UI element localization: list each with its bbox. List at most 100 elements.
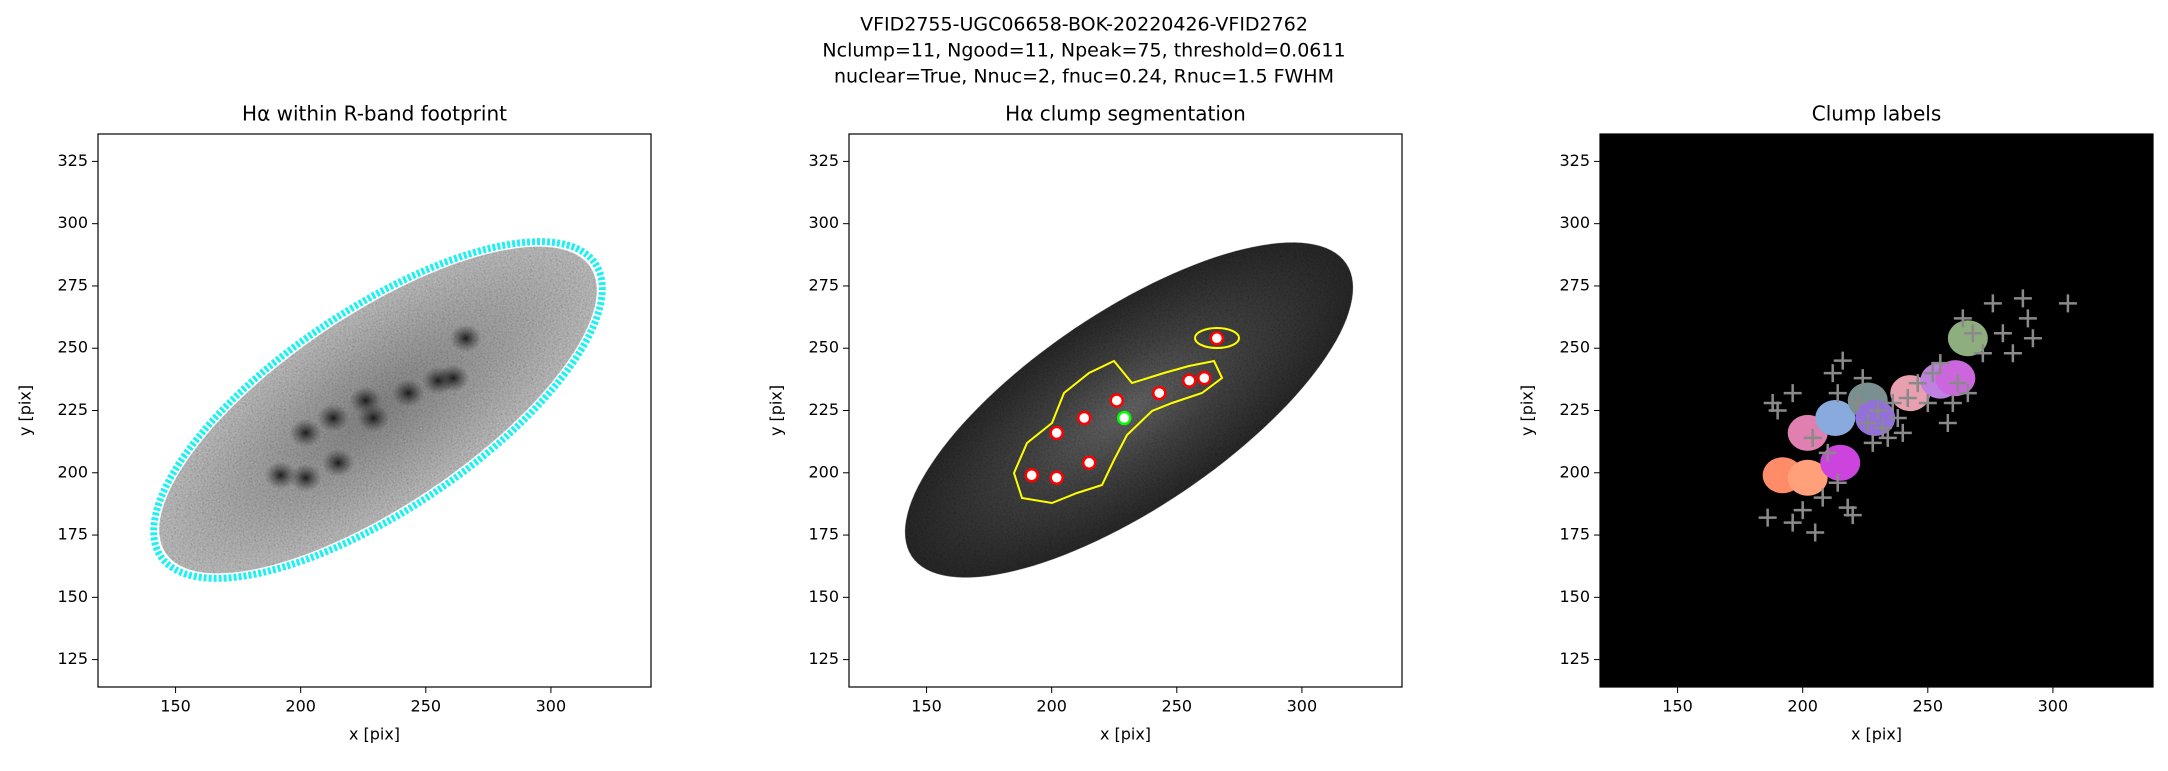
y-tick-label: 325 bbox=[57, 151, 88, 170]
peak-marker bbox=[1783, 384, 1802, 403]
y-tick-label: 125 bbox=[57, 649, 88, 668]
y-axis-label: y [pix] bbox=[767, 385, 786, 436]
peak-marker bbox=[2013, 289, 2032, 308]
y-tick-label: 300 bbox=[1559, 213, 1590, 232]
peak-marker bbox=[1818, 443, 1837, 462]
clump-label bbox=[1815, 399, 1856, 436]
peak-marker bbox=[1873, 418, 1892, 437]
y-tick-label: 275 bbox=[808, 275, 839, 294]
clump-marker bbox=[1209, 331, 1225, 346]
peak-marker bbox=[1943, 394, 1962, 413]
peak-marker bbox=[2003, 344, 2022, 363]
segmentation-contour bbox=[1194, 327, 1240, 349]
peak-marker bbox=[1983, 294, 2002, 313]
emission-blob bbox=[437, 364, 470, 393]
peak-marker bbox=[1863, 433, 1882, 452]
footprint-contour bbox=[150, 238, 606, 582]
peak-marker bbox=[1888, 408, 1907, 427]
peak-marker bbox=[1893, 423, 1912, 442]
x-tick-label: 300 bbox=[536, 697, 567, 716]
galaxy bbox=[904, 242, 1354, 578]
clump-marker bbox=[1076, 410, 1092, 426]
x-tick-label: 250 bbox=[1913, 697, 1944, 716]
peak-marker bbox=[1918, 394, 1937, 413]
emission-blob bbox=[317, 403, 350, 432]
panel-title: Hα within R-band footprint bbox=[242, 102, 507, 126]
clump-marker bbox=[1024, 468, 1039, 483]
peak-marker bbox=[1853, 369, 1872, 388]
peak-marker bbox=[1931, 354, 1950, 373]
y-axis-label: y [pix] bbox=[16, 385, 35, 436]
segmentation-contour bbox=[1012, 359, 1224, 505]
emission-blob bbox=[449, 324, 482, 353]
y-tick-label: 250 bbox=[57, 338, 88, 357]
panel-title: Hα clump segmentation bbox=[1005, 102, 1246, 126]
emission-blob bbox=[289, 418, 322, 447]
peak-marker bbox=[1768, 401, 1787, 420]
y-tick-label: 300 bbox=[808, 213, 839, 232]
panel-title: Clump labels bbox=[1812, 102, 1942, 126]
clump-marker bbox=[1081, 455, 1097, 471]
emission-blob bbox=[322, 448, 355, 477]
x-tick-label: 200 bbox=[1036, 697, 1067, 716]
peak-marker bbox=[1848, 394, 1867, 413]
image bbox=[904, 242, 1354, 578]
x-axis-label: x [pix] bbox=[349, 725, 400, 744]
clump-marker bbox=[1182, 373, 1197, 388]
y-tick-label: 150 bbox=[808, 587, 839, 606]
clump-marker bbox=[1109, 393, 1124, 408]
image bbox=[150, 238, 606, 582]
x-tick-label: 200 bbox=[1787, 697, 1818, 716]
peak-marker bbox=[1783, 513, 1802, 532]
suptitle: nuclear=True, Nnuc=2, fnuc=0.24, Rnuc=1.… bbox=[834, 66, 1334, 88]
y-tick-label: 225 bbox=[57, 400, 88, 419]
y-tick-label: 225 bbox=[808, 400, 839, 419]
y-tick-label: 275 bbox=[1559, 275, 1590, 294]
peak-marker bbox=[1923, 364, 1942, 383]
peak-marker bbox=[2018, 309, 2037, 328]
suptitle: VFID2755-UGC06658-BOK-20220426-VFID2762 bbox=[860, 14, 1308, 36]
image bbox=[1600, 134, 2153, 687]
y-tick-label: 150 bbox=[1559, 587, 1590, 606]
peak-marker bbox=[1828, 473, 1847, 492]
peak-marker bbox=[1843, 506, 1862, 525]
peak-marker bbox=[1793, 501, 1812, 520]
x-tick-label: 150 bbox=[160, 697, 191, 716]
y-tick-label: 175 bbox=[808, 525, 839, 544]
x-tick-label: 300 bbox=[2038, 697, 2069, 716]
x-axis-label: x [pix] bbox=[1100, 725, 1151, 744]
emission-blob bbox=[264, 461, 297, 490]
y-axis-label: y [pix] bbox=[1518, 385, 1537, 436]
peak-marker bbox=[1833, 351, 1852, 370]
peak-marker bbox=[1758, 508, 1777, 527]
peak-marker bbox=[1958, 384, 1977, 403]
y-tick-label: 125 bbox=[1559, 649, 1590, 668]
peak-marker bbox=[1953, 309, 1972, 328]
clump-marker bbox=[1197, 370, 1212, 386]
x-tick-label: 250 bbox=[411, 697, 442, 716]
panel: 150 200 250 300 125 150 175 200 225 250 275 300 325 C… bbox=[1518, 102, 2154, 744]
y-tick-label: 200 bbox=[1559, 462, 1590, 481]
emission-blob bbox=[392, 379, 425, 408]
y-tick-label: 175 bbox=[57, 525, 88, 544]
peak-marker bbox=[1803, 428, 1822, 447]
y-tick-label: 250 bbox=[1559, 338, 1590, 357]
y-tick-label: 200 bbox=[808, 462, 839, 481]
clump-marker bbox=[1152, 385, 1167, 401]
peak-marker bbox=[2058, 294, 2077, 313]
y-tick-label: 125 bbox=[808, 649, 839, 668]
peak-marker bbox=[1898, 389, 1917, 408]
peak-marker bbox=[1948, 374, 1967, 393]
y-tick-label: 175 bbox=[1559, 525, 1590, 544]
x-tick-label: 300 bbox=[1287, 697, 1318, 716]
peak-marker bbox=[1973, 344, 1992, 363]
clump-label bbox=[1820, 444, 1861, 481]
peak-marker bbox=[1813, 488, 1832, 507]
clump-label bbox=[1947, 320, 1988, 357]
y-tick-label: 200 bbox=[57, 462, 88, 481]
peak-marker bbox=[1908, 374, 1927, 393]
x-axis-label: x [pix] bbox=[1851, 725, 1902, 744]
clump-marker bbox=[1116, 410, 1132, 426]
y-tick-label: 225 bbox=[1559, 400, 1590, 419]
